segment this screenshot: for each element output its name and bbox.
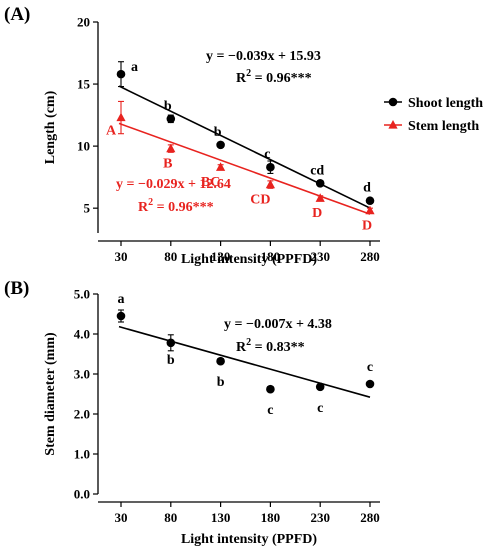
x-axis-title: Light intensity (PPFD) (181, 532, 317, 547)
x-tick-label: 80 (164, 249, 177, 264)
x-tick-label: 280 (360, 510, 380, 525)
panel-label: (A) (4, 4, 30, 25)
x-tick-label: 130 (211, 510, 231, 525)
r-squared-exponent: 2 (246, 337, 251, 348)
legend-label: Stem length (408, 119, 479, 134)
r-squared-symbol: R (236, 340, 247, 355)
data-point (266, 162, 275, 172)
data-point (216, 162, 226, 171)
r-squared-exponent: 2 (148, 197, 153, 208)
r-squared: R2 = 0.83** (236, 337, 305, 355)
y-axis-title: Length (cm) (43, 90, 58, 164)
y-tick-label: 2.0 (74, 407, 90, 422)
panel-a: (A) 5 10 15 20 30 80 130 180 230 280 Light intensit… (4, 4, 483, 267)
panel-label: (B) (4, 278, 29, 299)
significance-letter: D (312, 206, 322, 221)
regression-line (118, 122, 371, 215)
x-tick-label: 80 (164, 510, 177, 525)
r-squared: R2 = 0.96*** (236, 68, 312, 86)
data-point (315, 382, 325, 392)
data-point (216, 140, 225, 150)
data-point (315, 193, 325, 202)
significance-letter: c (267, 403, 273, 418)
y-tick-label: 10 (77, 139, 90, 154)
legend-marker (388, 97, 398, 107)
significance-letter: c (367, 360, 373, 375)
data-point (166, 338, 176, 348)
panel-b: (B) 0.0 1.0 2.0 3.0 4.0 5.0 30 80 130 180 230 280 Lig… (4, 278, 380, 547)
y-tick-label: 15 (77, 77, 91, 92)
y-axis-title: Stem diameter (mm) (43, 332, 58, 456)
y-tick-label: 3.0 (74, 367, 90, 382)
data-point (315, 179, 325, 188)
data-point (365, 379, 375, 389)
x-tick-label: 230 (310, 510, 330, 525)
significance-letter: c (317, 401, 323, 416)
x-tick-label: 30 (115, 510, 128, 525)
x-tick-label: 130 (211, 249, 231, 264)
data-point (116, 311, 126, 321)
x-tick-label: 30 (115, 249, 128, 264)
x-axis-title: Light intensity (PPFD) (181, 252, 317, 267)
significance-letter: a (118, 292, 125, 307)
significance-letter: b (217, 375, 225, 390)
x-tick-label: 180 (261, 510, 281, 525)
data-point (116, 69, 126, 79)
data-point (265, 179, 275, 189)
r-squared-symbol: R (236, 71, 247, 86)
data-point (116, 112, 126, 122)
series-stem-length: A B BC CD D Dy = −0.029x + 12.64 R2 = 0.96*** (106, 100, 375, 234)
x-tick-label: 280 (360, 249, 380, 264)
r-squared: R2 = 0.96*** (138, 197, 214, 215)
regression-equation: y = −0.039x + 15.93 (206, 49, 321, 64)
r-squared-value: = 0.96*** (251, 71, 311, 86)
regression-equation: y = −0.007x + 4.38 (224, 317, 332, 332)
legend-entry: Shoot length (384, 96, 483, 111)
y-tick-label: 1.0 (74, 447, 90, 462)
y-tick-label: 5.0 (74, 287, 90, 302)
significance-letter: d (363, 181, 371, 196)
data-point (216, 356, 225, 366)
x-tick-label: 180 (261, 249, 281, 264)
regression-line (118, 325, 371, 398)
significance-letter: c (264, 147, 270, 162)
regression-line (118, 85, 371, 209)
legend-marker (388, 120, 398, 129)
significance-letter: D (362, 219, 372, 234)
data-point (266, 384, 275, 394)
legend-label: Shoot length (408, 96, 483, 111)
r-squared-value: = 0.83** (251, 340, 304, 355)
significance-letter: b (167, 353, 175, 368)
x-tick-label: 230 (310, 249, 330, 264)
y-tick-label: 4.0 (74, 327, 90, 342)
y-tick-label: 5 (84, 201, 91, 216)
significance-letter: B (163, 157, 172, 172)
series-stem-diameter: a b b c c c y = −0.007x + 4.38 R2 = 0.83** (116, 292, 375, 418)
r-squared-value: = 0.96*** (153, 200, 213, 215)
y-tick-label: 20 (77, 15, 90, 30)
legend-entry: Stem length (384, 119, 479, 134)
y-tick-label: 0.0 (74, 487, 90, 502)
significance-letter: CD (250, 193, 270, 208)
significance-letter: BC (201, 175, 220, 190)
data-point (365, 196, 375, 206)
r-squared-exponent: 2 (246, 68, 251, 79)
data-point (166, 143, 176, 153)
r-squared-symbol: R (138, 200, 149, 215)
significance-letter: b (164, 99, 172, 114)
significance-letter: cd (310, 163, 324, 178)
regression-equation: y = −0.029x + 12.64 (116, 177, 231, 192)
data-point (365, 205, 375, 215)
significance-letter: A (106, 124, 117, 139)
data-point (166, 114, 176, 124)
significance-letter: a (131, 60, 138, 75)
significance-letter: b (214, 125, 222, 140)
